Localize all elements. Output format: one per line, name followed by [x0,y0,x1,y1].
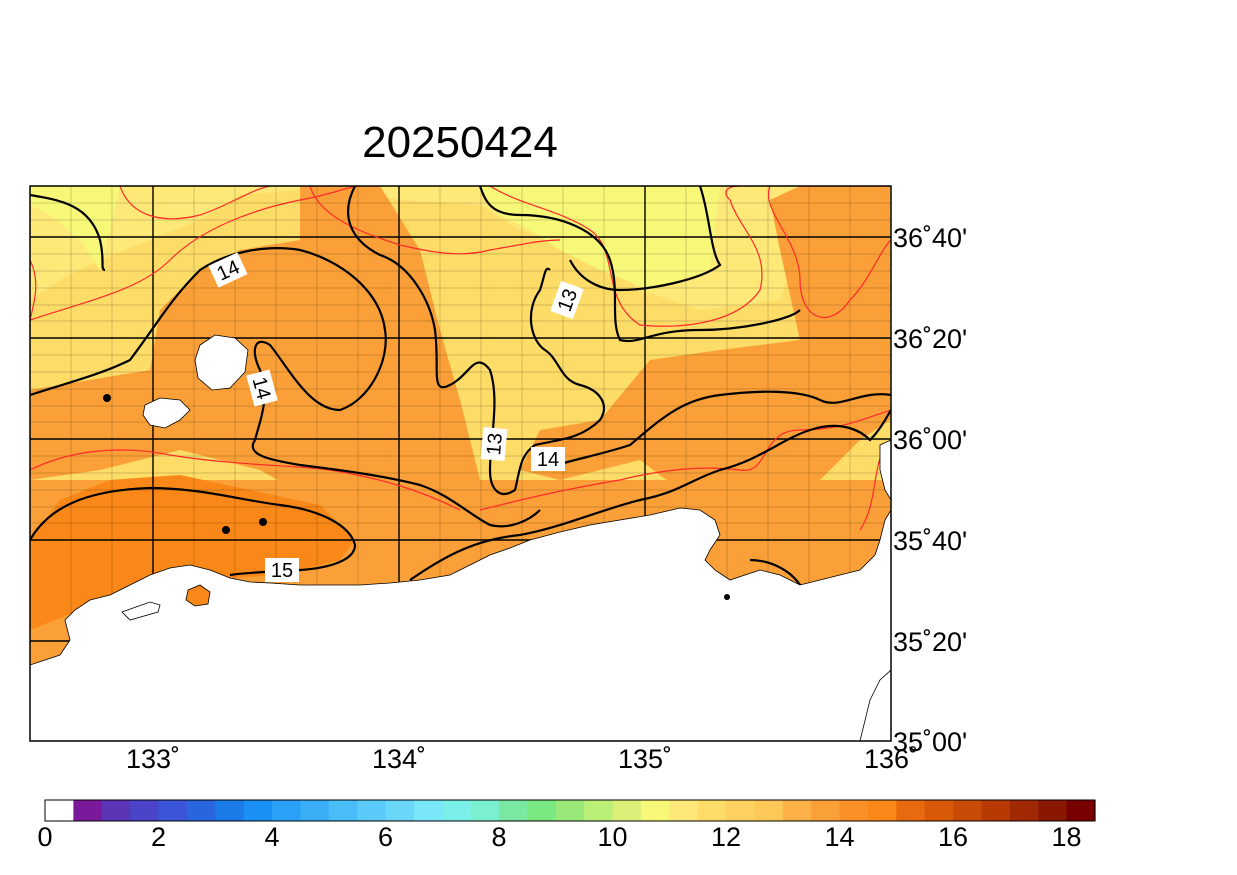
colorbar-tick-label: 4 [264,822,279,852]
colorbar-swatch [130,800,160,821]
minor-isotherms [30,186,891,531]
colorbar-swatch [158,800,188,821]
colorbar-swatch [896,800,926,821]
colorbar-swatch [811,800,841,821]
lat-tick: 36˚00' [893,425,967,455]
colorbar-swatch [726,800,756,821]
colorbar-tick-label: 10 [597,822,627,852]
colorbar-swatch [1066,800,1096,821]
contour-label: 14 [537,449,559,471]
colorbar-swatch [924,800,954,821]
colorbar-swatch [186,800,216,821]
latitude-axis: 36˚40' 36˚20' 36˚00' 35˚40' 35˚20' 35˚00… [893,223,967,757]
colorbar-tick-label: 12 [711,822,741,852]
lake-shinji [121,601,161,621]
colorbar-swatch [499,800,529,821]
island-daikon [185,584,211,607]
colorbar-swatch [385,800,415,821]
colorbar-frame [44,799,1096,822]
colorbar-tick-label: 6 [378,822,393,852]
colorbar-swatch [300,800,330,821]
colorbar-tick-label: 14 [824,822,854,852]
lon-tick: 133˚ [126,744,180,774]
colorbar-swatch [1038,800,1068,821]
colorbar-tick-label: 0 [37,822,52,852]
colorbar-swatch [697,800,727,821]
colorbar-swatch [470,800,500,821]
colorbar-swatch [953,800,983,821]
contour-label-group: 14 14 13 13 14 15 [208,252,584,582]
lat-tick: 35˚00' [893,727,967,757]
colorbar-swatch [101,800,131,821]
lon-tick: 134˚ [372,744,426,774]
colorbar-tick-label: 2 [151,822,166,852]
colorbar-swatch [754,800,784,821]
map-frame [29,185,892,742]
colorbar-swatch [640,800,670,821]
lat-tick: 36˚20' [893,324,967,354]
colorbar-swatch [215,800,245,821]
longitude-axis: 133˚ 134˚ 135˚ 136˚ [126,744,918,774]
sst-band-14-east [520,186,890,520]
land-noto [879,439,891,501]
island-oki-dogo [194,334,249,391]
colorbar-tick-label: 8 [491,822,506,852]
colorbar-swatch [243,800,273,821]
colorbar-swatch [357,800,387,821]
station-marker [103,394,111,402]
sst-band-12b [480,186,720,290]
colorbar-swatch [328,800,358,821]
contour-label: 13 [483,432,507,456]
sst-band-12 [30,186,120,270]
colorbar-swatch [527,800,557,821]
lon-tick: 136˚ [864,744,918,774]
colorbar-ticks: 0 2 4 6 8 10 12 14 16 18 [37,822,1081,852]
colorbar-swatch [867,800,897,821]
lat-tick: 35˚40' [893,526,967,556]
colorbar-swatch [669,800,699,821]
station-markers [103,394,730,600]
colorbar-swatch [73,800,103,821]
sst-band-15 [30,475,355,630]
lon-tick: 135˚ [618,744,672,774]
colorbar-swatch [839,800,869,821]
map-title: 20250424 [362,118,558,167]
colorbar-swatch [555,800,585,821]
station-marker [259,518,267,526]
major-isotherms [30,186,891,586]
land-east-edge [859,669,891,741]
colorbar-swatch [45,800,74,821]
contour-label: 15 [271,560,293,582]
island-oki-dozen [142,397,191,429]
lat-tick: 36˚40' [893,223,967,253]
station-marker [724,594,730,600]
colorbar-swatch [442,800,472,821]
map-panel: 14 14 13 13 14 15 [30,186,891,741]
colorbar-tick-label: 18 [1051,822,1081,852]
station-marker [222,526,230,534]
colorbar-swatch [413,800,443,821]
lat-tick: 35˚20' [893,627,967,657]
land-honshu [30,507,891,741]
colorbar-tick-label: 16 [938,822,968,852]
colorbar-swatch [584,800,614,821]
colorbar-swatch [272,800,302,821]
colorbar-swatch [981,800,1011,821]
colorbar-swatch [782,800,812,821]
colorbar-swatch [1009,800,1039,821]
temperature-colorbar [45,800,1096,821]
colorbar-swatch [612,800,642,821]
